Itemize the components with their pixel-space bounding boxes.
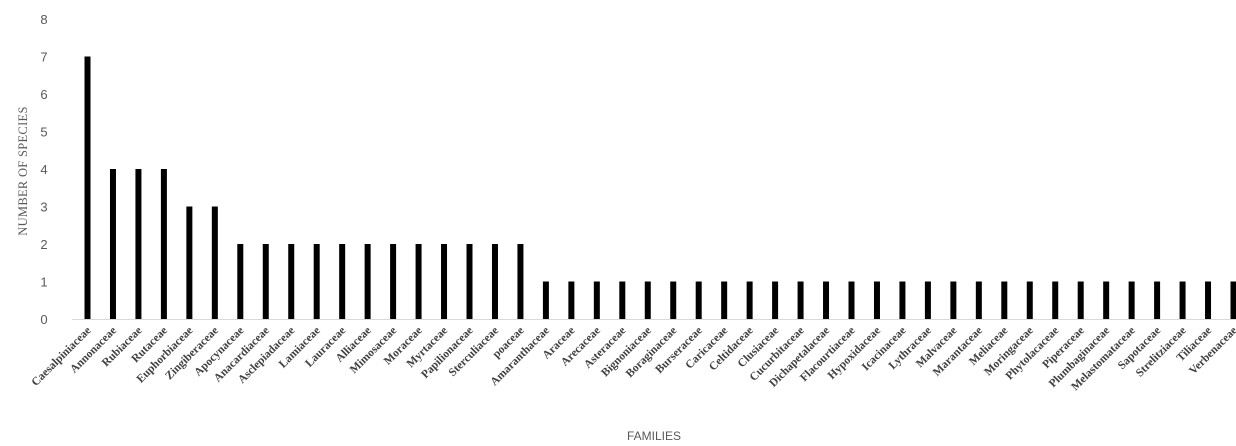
bar xyxy=(1001,281,1008,319)
y-tick-label: 5 xyxy=(40,125,47,140)
bar xyxy=(797,281,804,319)
y-tick-label: 7 xyxy=(40,50,47,65)
bar xyxy=(1103,281,1110,319)
bar xyxy=(568,281,575,319)
bar xyxy=(84,56,91,319)
bar xyxy=(1154,281,1161,319)
y-tick-label: 1 xyxy=(40,275,47,290)
bar xyxy=(135,169,142,319)
bar xyxy=(899,281,906,319)
bar xyxy=(364,244,371,319)
y-tick-label: 4 xyxy=(40,162,47,177)
bar xyxy=(1230,281,1236,319)
bar xyxy=(517,244,524,319)
bar xyxy=(772,281,779,319)
bar xyxy=(491,244,498,319)
bar xyxy=(313,244,320,319)
bar xyxy=(466,244,473,319)
bar xyxy=(873,281,880,319)
y-tick-label: 2 xyxy=(40,237,47,252)
bar xyxy=(1077,281,1084,319)
y-tick-label: 3 xyxy=(40,200,47,215)
y-axis-ticks: 0 1 2 3 4 5 6 7 8 xyxy=(40,12,47,327)
bar xyxy=(1052,281,1059,319)
bar xyxy=(1179,281,1186,319)
bar xyxy=(160,169,167,319)
bar xyxy=(288,244,295,319)
bars-group xyxy=(84,56,1236,319)
bar xyxy=(644,281,651,319)
bar xyxy=(415,244,422,319)
bar xyxy=(1026,281,1033,319)
bar xyxy=(237,244,244,319)
bar xyxy=(823,281,830,319)
bar xyxy=(339,244,346,319)
x-axis-title: FAMILIES xyxy=(627,429,681,443)
bar xyxy=(848,281,855,319)
bar xyxy=(1128,281,1135,319)
bar xyxy=(542,281,549,319)
bar xyxy=(975,281,982,319)
bar xyxy=(390,244,397,319)
y-axis-title: NUMBER OF SPECIES xyxy=(16,106,30,235)
y-tick-label: 0 xyxy=(40,312,47,327)
bar xyxy=(109,169,116,319)
bar xyxy=(593,281,600,319)
bar xyxy=(924,281,931,319)
bar xyxy=(695,281,702,319)
bar xyxy=(721,281,728,319)
bar xyxy=(441,244,448,319)
category-labels: CaesalpiniaceaeAnnonaceaeRubiaceaeRutace… xyxy=(30,325,1236,394)
bar xyxy=(746,281,753,319)
bar xyxy=(670,281,677,319)
bar xyxy=(1205,281,1212,319)
y-tick-label: 8 xyxy=(40,12,47,27)
bar xyxy=(211,206,218,319)
bar xyxy=(262,244,269,319)
bar xyxy=(950,281,957,319)
bar xyxy=(186,206,193,319)
y-tick-label: 6 xyxy=(40,87,47,102)
bar xyxy=(619,281,626,319)
